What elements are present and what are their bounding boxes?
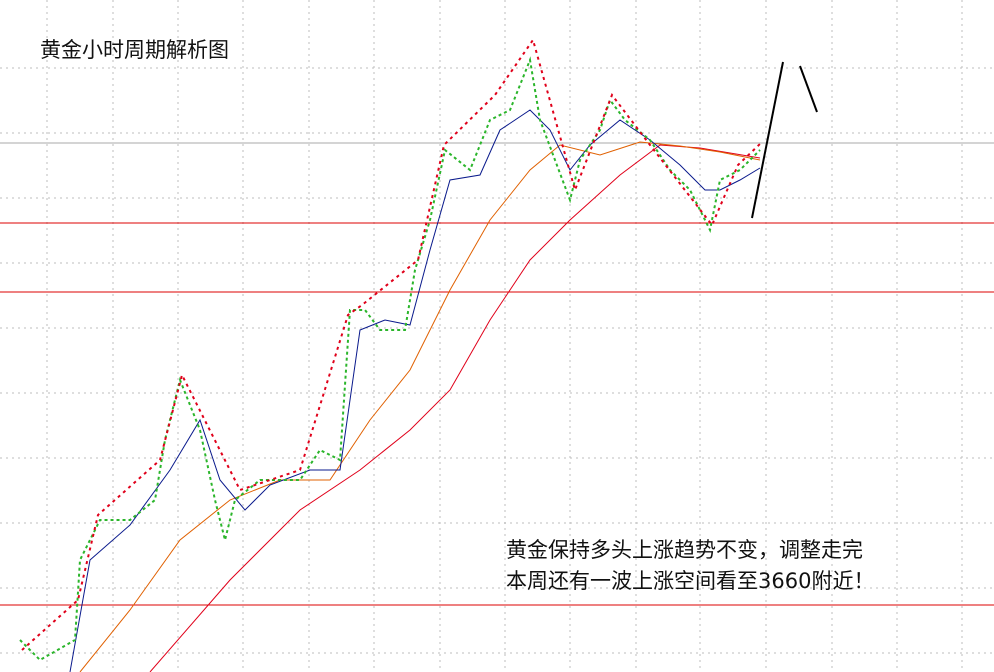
annotation-line: 黄金保持多头上涨趋势不变，调整走完 [506,538,863,562]
forecast-line [799,65,818,113]
price-candles [19,56,761,662]
forecast-line [751,61,784,219]
moving-average-slow [149,144,761,672]
annotation: 黄金保持多头上涨趋势不变，调整走完 本周还有一波上涨空间看至3660附近！ [506,535,874,597]
annotation-line: 本周还有一波上涨空间看至3660附近！ [506,569,875,593]
price-candles-up [21,37,763,651]
chart-title: 黄金小时周期解析图 [40,38,229,62]
moving-average-fast [69,109,761,672]
